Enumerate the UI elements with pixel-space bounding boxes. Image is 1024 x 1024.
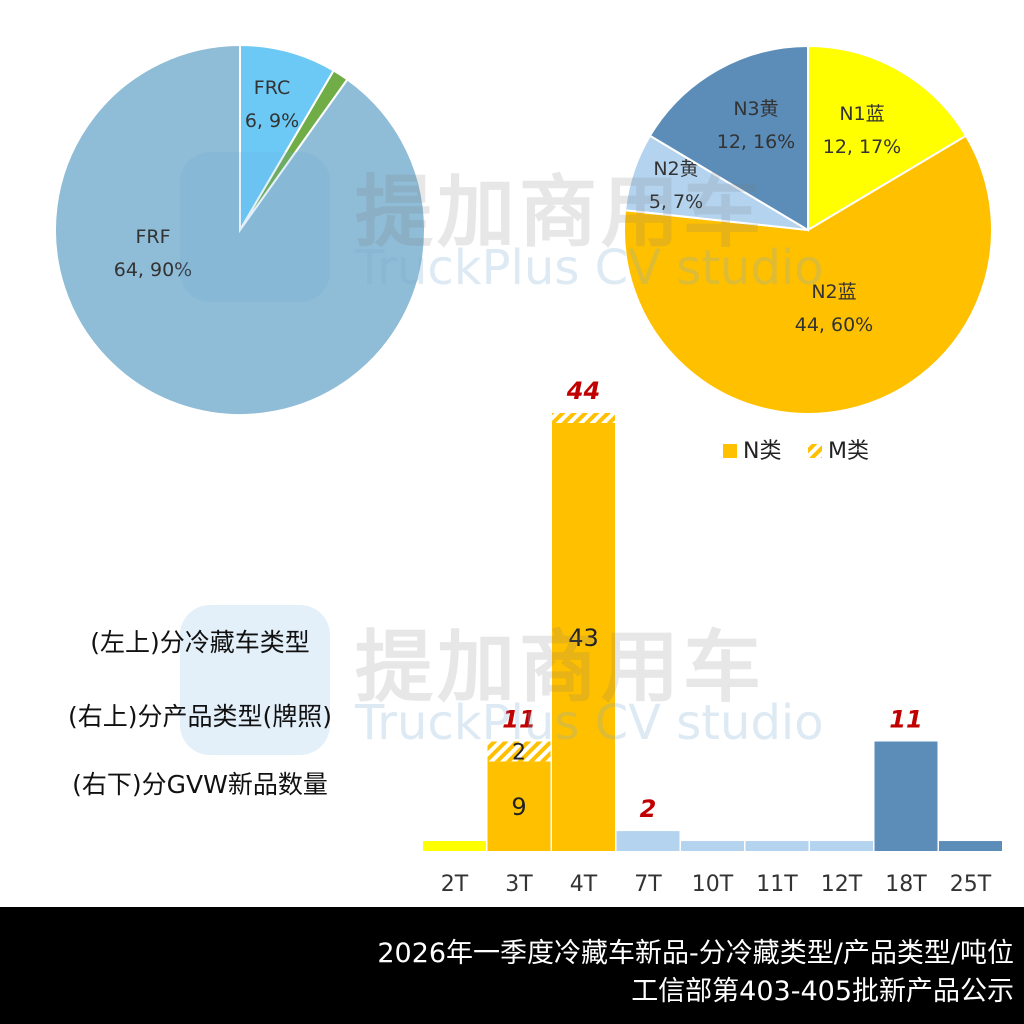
- x-tick-label: 3T: [505, 872, 533, 897]
- pie-slice-value-label: 12, 17%: [823, 136, 902, 158]
- pie-slice-label: N2蓝: [811, 281, 856, 303]
- bar-total-label: 11: [502, 706, 535, 734]
- bar-segment-m: [552, 413, 615, 423]
- bar-segment-label: 9: [511, 793, 526, 821]
- watermark-text-cn: 提加商用车: [355, 623, 766, 713]
- pie-slice-label: FRC: [254, 77, 290, 99]
- bar-segment-m: [487, 741, 551, 762]
- legend-label-m: M类: [828, 439, 869, 464]
- caption-top-right: (右上)分产品类型(牌照): [67, 702, 332, 731]
- caption-top-left: (左上)分冷藏车类型: [90, 628, 310, 657]
- x-tick-label: 18T: [885, 872, 927, 897]
- pie-slice-label: N3黄: [733, 98, 778, 120]
- legend-label-n: N类: [743, 439, 781, 464]
- x-tick-label: 4T: [570, 872, 598, 897]
- watermark-text-en: TruckPlus CV studio: [355, 695, 824, 751]
- bar-segment-n: [810, 841, 873, 851]
- pie-slice-value-label: 44, 60%: [795, 314, 874, 336]
- bar-segment-n: [616, 831, 680, 851]
- pie-slice-n2蓝: [623, 134, 993, 415]
- pie-chart-product-type: N1蓝 12, 17% N2蓝 44, 60% N2黄 5, 7% N3黄 12, 16%: [623, 44, 993, 415]
- pie-slice-value-label: 12, 16%: [717, 131, 796, 153]
- bar-segment-n: [552, 422, 615, 851]
- watermark-logo-icon: [180, 605, 330, 755]
- bar-chart-gvw: 2T 9 2 11 3T 43 44 4T 2 7T 10T 11T 12T 11 18T 25T: [423, 377, 1002, 897]
- pie-slice-label: FRF: [135, 226, 170, 248]
- pie-slice-label: N1蓝: [839, 103, 884, 125]
- legend-swatch-m: [808, 444, 822, 458]
- bar-total-label: 44: [566, 377, 600, 405]
- caption-bottom-right: (右下)分GVW新品数量: [72, 770, 328, 799]
- watermark-text-cn: 提加商用车: [355, 168, 766, 258]
- legend-swatch-n: [723, 444, 737, 458]
- pie-slice-frc: [239, 43, 336, 234]
- x-tick-label: 11T: [756, 872, 798, 897]
- pie-slice-value-label: 6, 9%: [245, 110, 299, 132]
- x-tick-label: 2T: [441, 872, 469, 897]
- bar-segment-label: 43: [568, 624, 599, 652]
- pie-slice-frf: [54, 43, 426, 416]
- bar-segment-label: 2: [512, 740, 526, 765]
- bar-segment-n: [874, 741, 938, 851]
- bar-legend: N类 M类: [723, 439, 869, 464]
- bar-segment-n: [745, 841, 809, 851]
- x-tick-label: 12T: [821, 872, 863, 897]
- bar-total-label: 2: [640, 795, 657, 823]
- pie-slice-n3黄: [648, 44, 809, 232]
- pie-slice-value-label: 64, 90%: [114, 259, 193, 281]
- footer-subtitle: 工信部第403-405批新产品公示: [631, 976, 1014, 1007]
- bar-segment-n: [487, 761, 551, 851]
- footer-banner: 2026年一季度冷藏车新品-分冷藏类型/产品类型/吨位 工信部第403-405批…: [0, 907, 1024, 1024]
- bar-total-label: 11: [889, 706, 922, 734]
- pie-slice-label: N2黄: [653, 158, 698, 180]
- bar-segment-n: [681, 841, 744, 851]
- watermark-logo-icon: [180, 152, 330, 302]
- footer-title: 2026年一季度冷藏车新品-分冷藏类型/产品类型/吨位: [377, 938, 1014, 969]
- watermark-text-en: TruckPlus CV studio: [355, 240, 824, 296]
- x-tick-label: 10T: [692, 872, 734, 897]
- pie-slice-n1蓝: [807, 44, 968, 232]
- pie-slice-value-label: 5, 7%: [649, 191, 703, 213]
- x-tick-label: 25T: [950, 872, 992, 897]
- bar-segment-n: [939, 841, 1002, 851]
- bar-segment-n: [423, 841, 486, 851]
- x-tick-label: 7T: [634, 872, 662, 897]
